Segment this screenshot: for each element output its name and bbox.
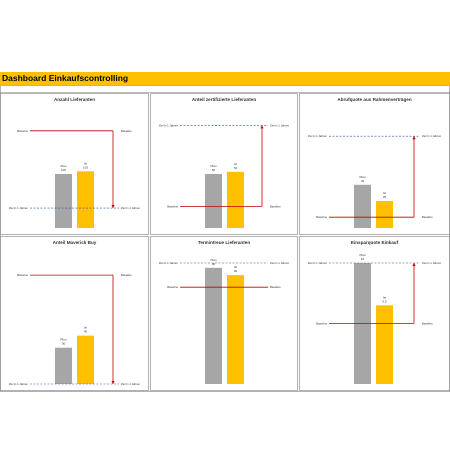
- chart-6-start-label-right: Baseline: [422, 322, 433, 326]
- chart-1-bar-plan: [55, 174, 72, 228]
- chart-2-label-ist-value: 52: [234, 166, 238, 170]
- chart-5-label-ist-name: Ist: [234, 265, 237, 269]
- chart-4-bar-ist: [77, 335, 94, 384]
- chart-4-start-label-right: Baseline: [121, 273, 132, 277]
- chart-2-label-ist-name: Ist: [234, 162, 237, 166]
- chart-4-title: Anteil Maverick Buy: [53, 240, 97, 245]
- chart-6-panel: [299, 236, 450, 391]
- chart-6-label-ist-value: 6,5: [382, 299, 387, 303]
- chart-1-bar-ist: [77, 171, 94, 228]
- chart-5-bar-ist: [227, 275, 244, 384]
- chart-5-panel: [150, 236, 298, 391]
- chart-1-panel: [0, 93, 149, 235]
- chart-6-bar-ist: [376, 305, 393, 384]
- chart-3-target-label-right: Ziel in 1 Jahren: [422, 134, 442, 138]
- chart-1-label-plan-name: Plan: [60, 164, 66, 168]
- chart-4-bar-plan: [55, 347, 72, 384]
- chart-2-label-plan-name: Plan: [210, 164, 216, 168]
- chart-4-label-plan-value: 30: [62, 342, 66, 346]
- chart-3-panel: [299, 93, 450, 235]
- chart-6-label-ist-name: Ist: [383, 295, 386, 299]
- dashboard-title: Dashboard Einkaufscontrolling: [0, 72, 450, 85]
- chart-2-start-label-right: Baseline: [270, 204, 281, 208]
- chart-1-label-plan-value: 100: [61, 168, 66, 172]
- chart-4-label-plan-name: Plan: [60, 338, 66, 342]
- chart-5-target-label-left: Ziel in 1 Jahren: [159, 261, 179, 265]
- chart-2-panel: [150, 93, 298, 235]
- chart-4-target-label-left: Ziel in 1 Jahren: [9, 382, 29, 386]
- chart-3-arrow-head: [412, 136, 416, 140]
- chart-2-target-label-left: Ziel in 1 Jahren: [159, 123, 179, 127]
- chart-2-arrow-head: [260, 125, 264, 129]
- chart-5-label-plan-name: Plan: [210, 258, 216, 262]
- chart-4-target-label-right: Ziel in 1 Jahren: [121, 382, 141, 386]
- chart-3-start-label-left: Baseline: [316, 215, 327, 219]
- chart-3-label-ist-name: Ist: [383, 191, 386, 195]
- chart-1-arrow-head: [111, 205, 115, 209]
- chart-3-bar-ist: [376, 201, 393, 228]
- chart-2-target-label-right: Ziel in 1 Jahren: [270, 123, 290, 127]
- chart-5-start-label-left: Baseline: [167, 285, 178, 289]
- chart-3-start-label-right: Baseline: [422, 215, 433, 219]
- chart-1-target-label-right: Ziel in 1 Jahren: [121, 206, 141, 210]
- chart-3-title: Abrufquote aus Rahmenverträgen: [337, 97, 411, 102]
- chart-6-target-label-right: Ziel in 1 Jahren: [422, 261, 442, 265]
- chart-5-target-label-right: Ziel in 1 Jahren: [270, 261, 290, 265]
- chart-2-bar-plan: [205, 174, 222, 228]
- chart-1-start-label-right: Baseline: [121, 129, 132, 133]
- chart-4-label-ist-value: 40: [84, 330, 88, 334]
- chart-1-label-ist-name: Ist: [84, 161, 87, 165]
- chart-1-start-label-left: Baseline: [17, 129, 28, 133]
- chart-6-target-label-left: Ziel in 1 Jahren: [308, 261, 328, 265]
- chart-2-title: Anteil zertifizierte Lieferanten: [192, 97, 257, 102]
- chart-5-bar-plan: [205, 267, 222, 384]
- chart-4-start-label-left: Baseline: [17, 273, 28, 277]
- chart-6-label-plan-value: 10: [361, 257, 365, 261]
- chart-6-start-label-left: Baseline: [316, 322, 327, 326]
- chart-5-label-plan-value: 96: [212, 262, 216, 266]
- chart-3-label-ist-value: 25: [383, 195, 387, 199]
- chart-3-bar-plan: [354, 184, 371, 228]
- chart-6-arrow-head: [412, 263, 416, 266]
- chart-6-label-plan-name: Plan: [359, 253, 365, 257]
- chart-5-start-label-right: Baseline: [270, 285, 281, 289]
- chart-1-title: Anzahl Lieferanten: [54, 97, 95, 102]
- chart-6-title: Einsparquote Einkauf: [351, 240, 399, 245]
- chart-4-arrow-head: [111, 381, 115, 384]
- chart-4-label-ist-name: Ist: [84, 326, 87, 330]
- chart-3-label-plan-value: 40: [361, 179, 365, 183]
- chart-3-target-label-left: Ziel in 1 Jahren: [308, 134, 328, 138]
- chart-5-label-ist-value: 90: [234, 269, 238, 273]
- chart-2-start-label-left: Baseline: [167, 204, 178, 208]
- chart-2-bar-ist: [227, 171, 244, 228]
- chart-2-label-plan-value: 50: [212, 168, 216, 172]
- chart-1-label-ist-value: 105: [83, 165, 88, 169]
- chart-4-panel: [0, 236, 149, 391]
- chart-5-title: Termintreue Lieferanten: [198, 240, 250, 245]
- chart-3-label-plan-name: Plan: [359, 175, 365, 179]
- chart-1-target-label-left: Ziel in 1 Jahren: [9, 206, 29, 210]
